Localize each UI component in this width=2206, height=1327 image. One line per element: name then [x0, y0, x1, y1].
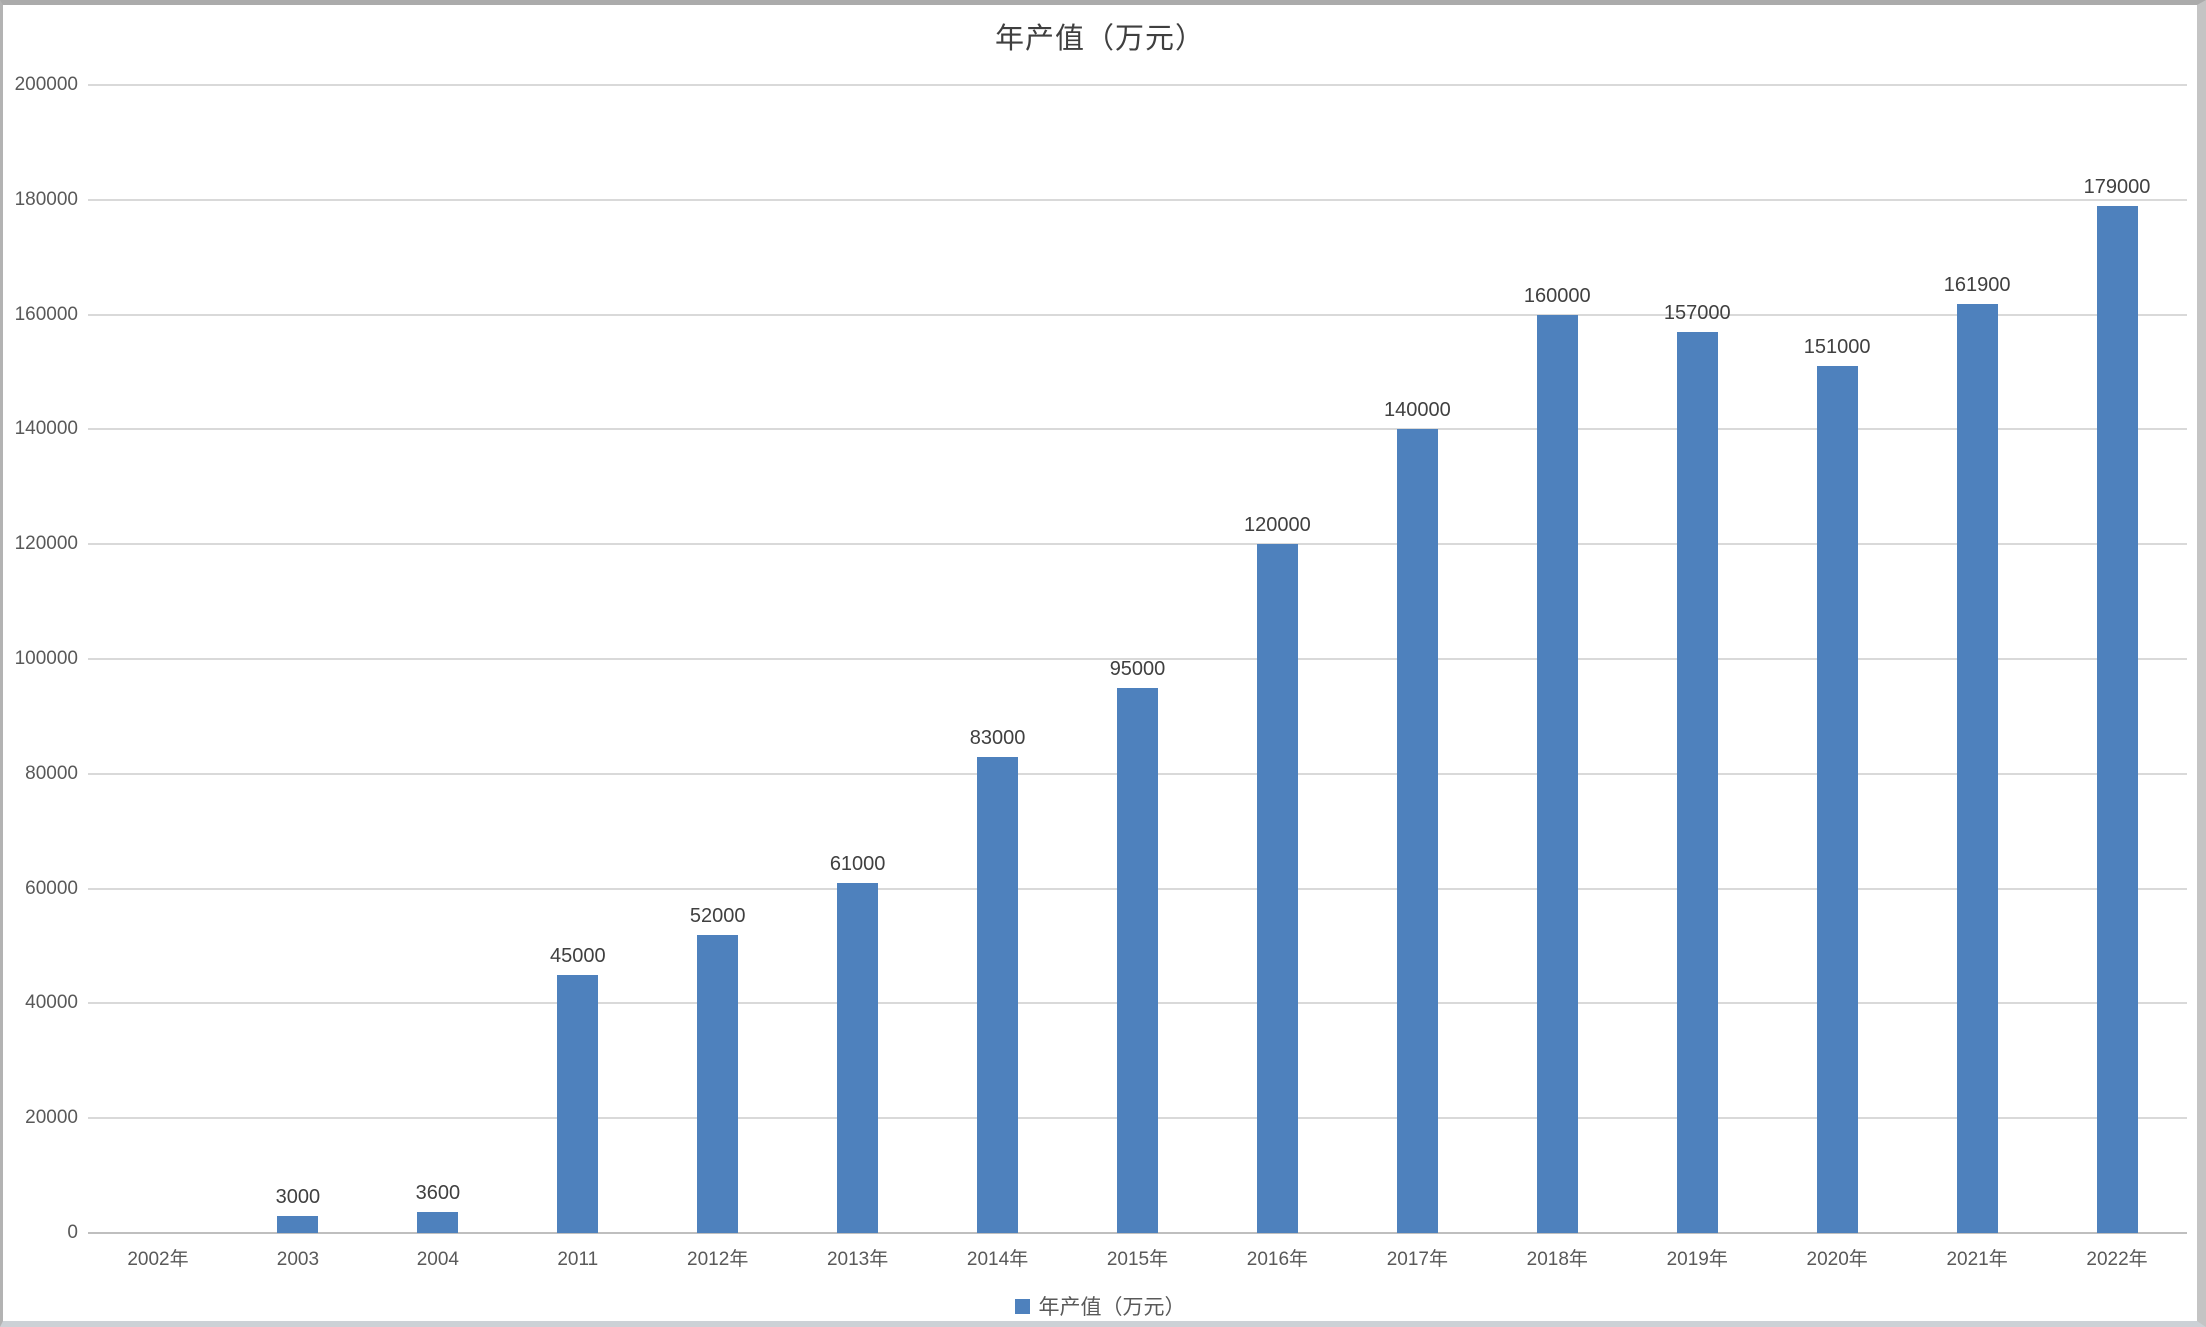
gridline — [88, 428, 2187, 431]
x-tick-label: 2014年 — [966, 1249, 1029, 1270]
y-tick-label: 0 — [67, 1222, 78, 1243]
bar-value-label: 160000 — [1523, 284, 1591, 307]
bar-value-label: 3600 — [415, 1182, 461, 1205]
x-tick-label: 2011 — [557, 1249, 599, 1270]
bar — [837, 882, 879, 1233]
bar-value-label: 120000 — [1244, 514, 1311, 537]
x-tick-label: 2004 — [416, 1249, 459, 1270]
bar-value-label: 45000 — [549, 944, 606, 967]
bar-value-label: 161900 — [1943, 273, 2011, 296]
bar-value-label: 140000 — [1383, 399, 1451, 422]
x-axis-line — [88, 1232, 2187, 1234]
bar — [1956, 303, 1998, 1233]
x-tick-label: 2015年 — [1106, 1249, 1169, 1270]
y-tick-label: 180000 — [14, 188, 78, 210]
gridline — [88, 198, 2187, 201]
x-tick-label: 2013年 — [826, 1249, 889, 1270]
bar-value-label: 151000 — [1803, 336, 1871, 359]
gridline — [88, 313, 2187, 316]
x-tick-label: 2018年 — [1526, 1249, 1588, 1270]
legend-label: 年产值（万元） — [1038, 1295, 1186, 1319]
y-tick-label: 40000 — [25, 992, 78, 1014]
bar-value-label: 3000 — [275, 1185, 321, 1208]
y-tick-label: 60000 — [25, 877, 78, 899]
bar-value-label: 157000 — [1663, 301, 1731, 324]
x-tick-label: 2021年 — [1946, 1249, 2008, 1270]
x-tick-label: 2020年 — [1806, 1249, 1868, 1270]
bar — [1117, 687, 1158, 1233]
bar — [1536, 314, 1578, 1233]
bar-value-label: 52000 — [689, 904, 746, 927]
legend: 年产值（万元） — [3, 1291, 2197, 1321]
gridline — [88, 84, 2187, 86]
x-tick-label: 2003 — [276, 1249, 320, 1270]
x-tick-label: 2012年 — [687, 1249, 749, 1270]
y-tick-label: 100000 — [14, 648, 78, 669]
bar — [2096, 205, 2138, 1233]
gridline — [88, 658, 2187, 660]
y-tick-label: 20000 — [25, 1107, 78, 1129]
bar — [697, 934, 739, 1233]
bar — [417, 1212, 459, 1233]
bar — [1816, 366, 1858, 1233]
x-tick-label: 2002年 — [127, 1249, 189, 1270]
bar — [1676, 331, 1718, 1233]
bar — [1396, 429, 1438, 1233]
bar-value-label: 83000 — [969, 726, 1026, 749]
x-tick-label: 2019年 — [1666, 1249, 1728, 1270]
gridline — [88, 543, 2187, 546]
bar — [277, 1215, 319, 1233]
bar — [557, 974, 599, 1233]
bar — [1256, 544, 1298, 1233]
bar — [977, 756, 1019, 1233]
x-tick-label: 2016年 — [1246, 1249, 1309, 1270]
y-tick-label: 120000 — [14, 533, 78, 555]
y-tick-label: 200000 — [14, 74, 78, 95]
bar-value-label: 61000 — [829, 852, 886, 875]
y-tick-label: 140000 — [14, 418, 78, 440]
plot-area: 0 20000 40000 60000 80000 100000 120000 140000 1… — [3, 5, 2197, 1321]
x-tick-label: 2022年 — [2086, 1249, 2148, 1270]
bar-value-label: 179000 — [2083, 175, 2151, 198]
x-tick-label: 2017年 — [1386, 1249, 1448, 1270]
y-tick-label: 80000 — [25, 762, 78, 784]
chart-title: 年产值（万元） — [994, 23, 1205, 55]
y-tick-label: 160000 — [14, 303, 78, 325]
legend-swatch-icon — [1014, 1298, 1030, 1314]
bar-value-label: 95000 — [1109, 657, 1166, 680]
